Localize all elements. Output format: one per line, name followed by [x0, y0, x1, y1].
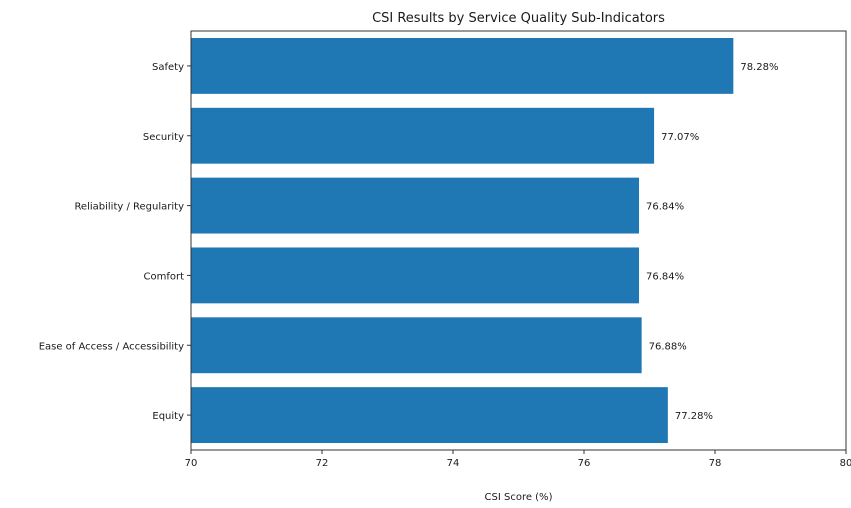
y-axis-ticks: Safety Security Reliability / Regularity Co… [39, 62, 191, 422]
x-axis-ticks: 70 72 74 76 78 80 [185, 450, 851, 469]
data-label-0: 78.28% [740, 62, 778, 73]
y-tick-label-2: Reliability / Regularity [74, 202, 184, 213]
y-tick-label-3: Comfort [143, 271, 184, 282]
x-tick-label-5: 80 [840, 458, 851, 469]
y-tick-label-4: Ease of Access / Accessibility [39, 341, 184, 352]
data-label-5: 77.28% [675, 411, 713, 422]
y-tick-label-5: Equity [152, 411, 184, 422]
x-axis-label: CSI Score (%) [485, 492, 553, 503]
data-label-2: 76.84% [646, 202, 684, 213]
bar-4 [191, 317, 642, 374]
plot-frame [190, 30, 847, 451]
bar-0 [191, 37, 734, 94]
x-tick-label-2: 74 [447, 458, 460, 469]
x-tick-label-1: 72 [316, 458, 329, 469]
bar-3 [191, 247, 640, 304]
y-tick-label-1: Security [143, 132, 184, 143]
x-tick-label-3: 76 [578, 458, 591, 469]
bar-5 [191, 387, 668, 444]
x-tick-label-4: 78 [709, 458, 722, 469]
data-label-4: 76.88% [649, 341, 687, 352]
y-tick-label-0: Safety [152, 62, 184, 73]
data-labels-layer: 78.28% 77.07% 76.84% 76.84% 76.88% 77.28% [646, 62, 778, 422]
bars-layer [191, 37, 734, 444]
bar-1 [191, 107, 655, 164]
x-tick-label-0: 70 [185, 458, 198, 469]
data-label-1: 77.07% [661, 132, 699, 143]
bar-2 [191, 177, 640, 234]
chart-title: CSI Results by Service Quality Sub-Indic… [372, 11, 665, 26]
data-label-3: 76.84% [646, 271, 684, 282]
